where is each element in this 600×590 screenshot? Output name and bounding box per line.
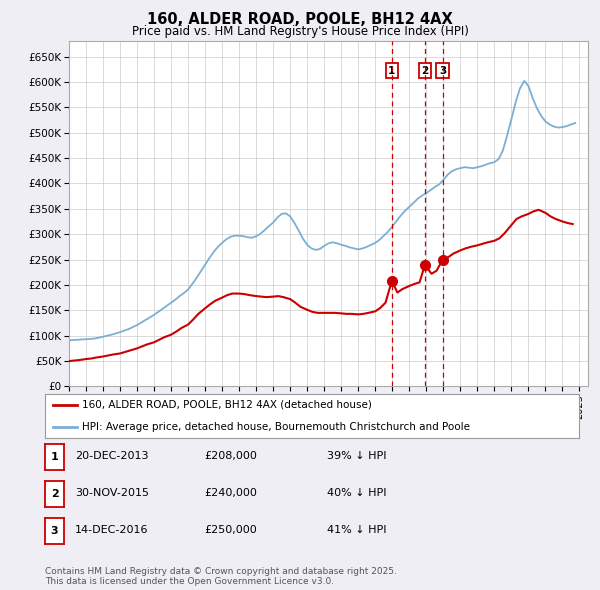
Text: 14-DEC-2016: 14-DEC-2016: [75, 525, 149, 535]
Text: 3: 3: [51, 526, 58, 536]
Text: £208,000: £208,000: [204, 451, 257, 461]
Text: 30-NOV-2015: 30-NOV-2015: [75, 488, 149, 498]
Text: 160, ALDER ROAD, POOLE, BH12 4AX (detached house): 160, ALDER ROAD, POOLE, BH12 4AX (detach…: [82, 399, 372, 409]
Text: 41% ↓ HPI: 41% ↓ HPI: [327, 525, 386, 535]
Text: 160, ALDER ROAD, POOLE, BH12 4AX: 160, ALDER ROAD, POOLE, BH12 4AX: [147, 12, 453, 27]
Text: Contains HM Land Registry data © Crown copyright and database right 2025.
This d: Contains HM Land Registry data © Crown c…: [45, 567, 397, 586]
Text: 39% ↓ HPI: 39% ↓ HPI: [327, 451, 386, 461]
Text: £240,000: £240,000: [204, 488, 257, 498]
Text: HPI: Average price, detached house, Bournemouth Christchurch and Poole: HPI: Average price, detached house, Bour…: [82, 422, 470, 432]
Text: 40% ↓ HPI: 40% ↓ HPI: [327, 488, 386, 498]
Text: Price paid vs. HM Land Registry's House Price Index (HPI): Price paid vs. HM Land Registry's House …: [131, 25, 469, 38]
Text: £250,000: £250,000: [204, 525, 257, 535]
Text: 1: 1: [388, 65, 395, 76]
Text: 2: 2: [51, 489, 58, 499]
Text: 3: 3: [439, 65, 446, 76]
Text: 2: 2: [421, 65, 428, 76]
Text: 20-DEC-2013: 20-DEC-2013: [75, 451, 149, 461]
Text: 1: 1: [51, 452, 58, 462]
